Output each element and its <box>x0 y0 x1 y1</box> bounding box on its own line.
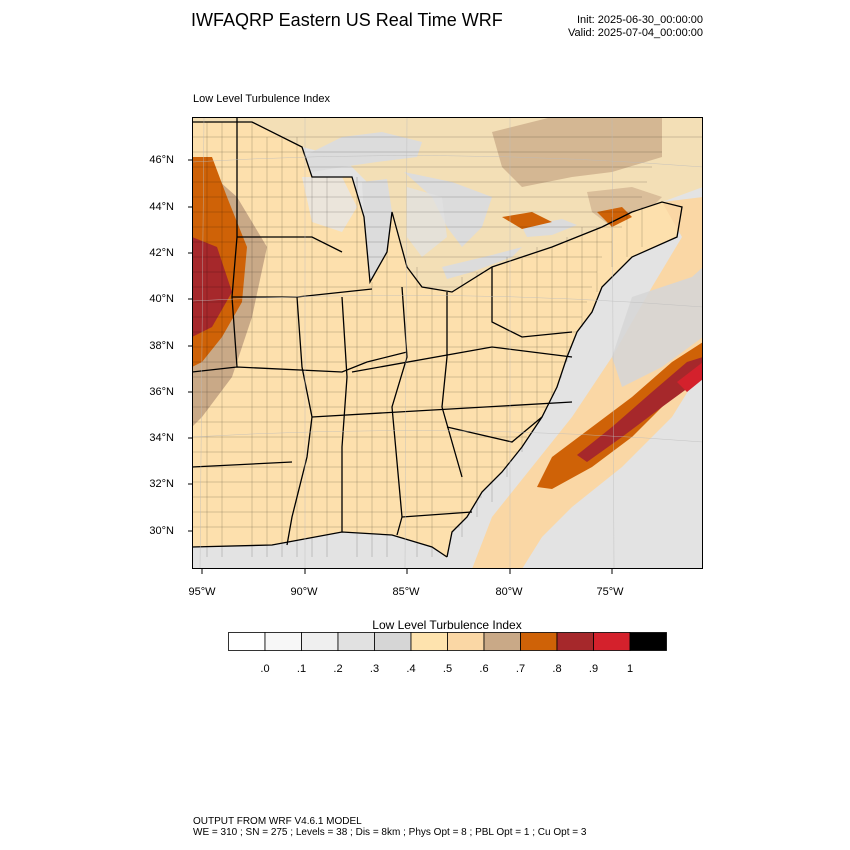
lat-label-30: 30°N <box>134 525 174 537</box>
lat-label-34: 34°N <box>134 432 174 444</box>
valid-time: Valid: 2025-07-04_00:00:00 <box>560 27 703 40</box>
lat-label-40: 40°N <box>134 293 174 305</box>
lat-label-42: 42°N <box>134 247 174 259</box>
lat-label-46: 46°N <box>134 154 174 166</box>
colorbar-box <box>484 633 521 651</box>
lat-label-32: 32°N <box>134 478 174 490</box>
lon-label-75: 75°W <box>580 586 640 598</box>
turbulence-map <box>192 117 703 569</box>
lon-label-95: 95°W <box>172 586 232 598</box>
colorbar-box <box>375 633 412 651</box>
model-info-line2: WE = 310 ; SN = 275 ; Levels = 38 ; Dis … <box>193 827 586 838</box>
lat-label-44: 44°N <box>134 201 174 213</box>
lon-label-80: 80°W <box>479 586 539 598</box>
field-subtitle: Low Level Turbulence Index <box>193 93 330 105</box>
colorbar-box <box>448 633 485 651</box>
colorbar-box <box>594 633 631 651</box>
colorbar-label: .6 <box>469 663 499 675</box>
plot-title: IWFAQRP Eastern US Real Time WRF <box>191 10 503 31</box>
colorbar-box <box>302 633 339 651</box>
colorbar-label: .8 <box>542 663 572 675</box>
colorbar-label: .0 <box>250 663 280 675</box>
colorbar-label: 1 <box>615 663 645 675</box>
colorbar-label: .7 <box>506 663 536 675</box>
lat-ticks <box>180 117 194 569</box>
lat-label-36: 36°N <box>134 386 174 398</box>
colorbar-label: .5 <box>433 663 463 675</box>
colorbar-box <box>521 633 558 651</box>
colorbar-box <box>411 633 448 651</box>
run-times: Init: 2025-06-30_00:00:00 Valid: 2025-07… <box>560 14 703 40</box>
colorbar-box <box>338 633 375 651</box>
lon-label-85: 85°W <box>376 586 436 598</box>
model-info-line1: OUTPUT FROM WRF V4.6.1 MODEL <box>193 816 586 827</box>
lat-label-38: 38°N <box>134 340 174 352</box>
colorbar-label: .4 <box>396 663 426 675</box>
colorbar-box <box>630 633 667 651</box>
colorbar-label: .1 <box>287 663 317 675</box>
model-info: OUTPUT FROM WRF V4.6.1 MODEL WE = 310 ; … <box>193 816 586 838</box>
colorbar <box>228 632 668 652</box>
colorbar-box <box>557 633 594 651</box>
colorbar-label: .9 <box>579 663 609 675</box>
colorbar-title: Low Level Turbulence Index <box>347 618 547 632</box>
colorbar-label: .2 <box>323 663 353 675</box>
lon-label-90: 90°W <box>274 586 334 598</box>
colorbar-label: .3 <box>360 663 390 675</box>
colorbar-box <box>265 633 302 651</box>
lon-ticks <box>192 569 703 577</box>
init-time: Init: 2025-06-30_00:00:00 <box>560 14 703 27</box>
colorbar-box <box>229 633 266 651</box>
